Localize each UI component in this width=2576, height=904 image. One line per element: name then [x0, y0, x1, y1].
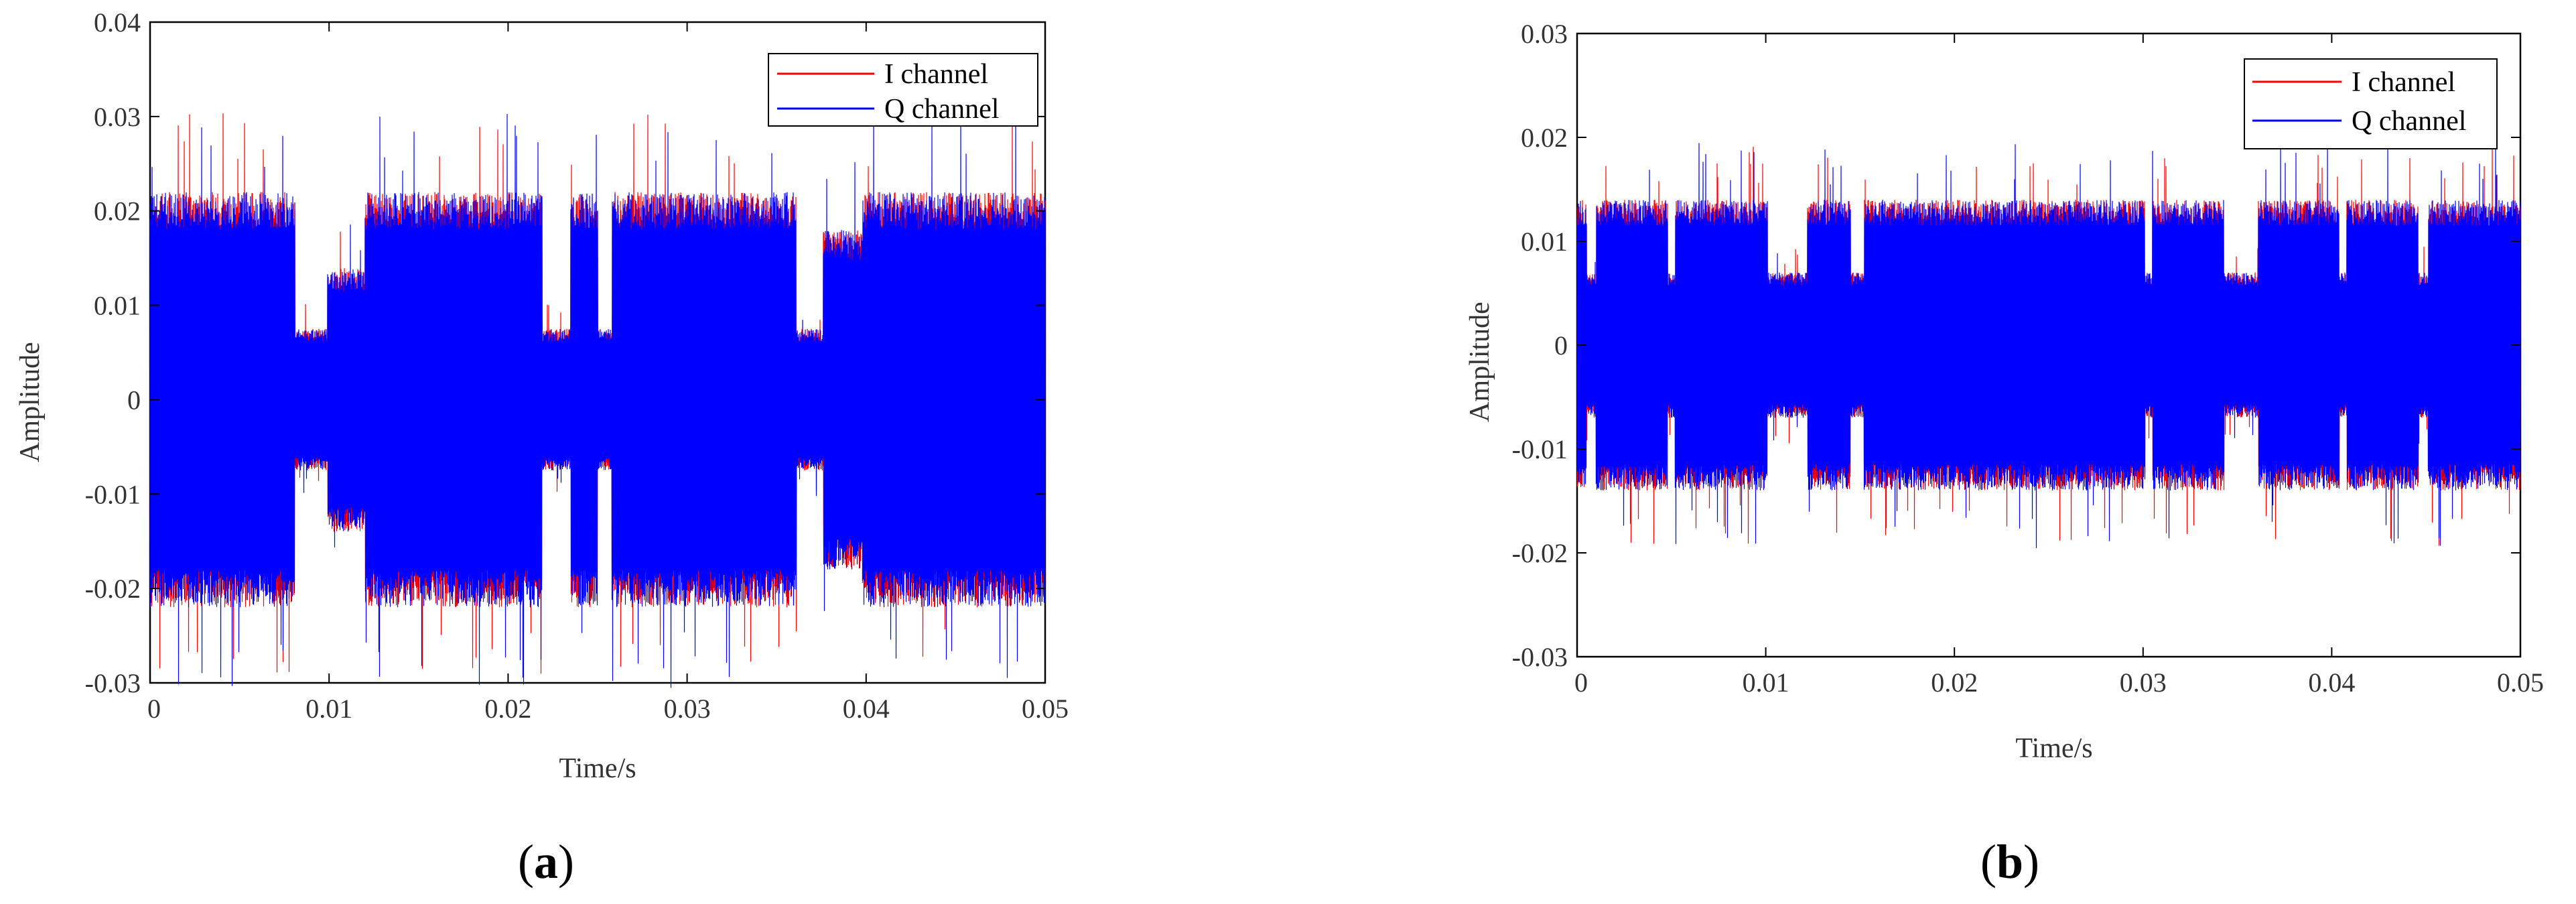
y-tick-label: 0.03: [1521, 19, 1568, 49]
chart-panel-a: 0 0.01 0.02 0.03 0.04 0.05 -0.03 -0.02 -0.01 0 0.…: [15, 7, 1069, 889]
y-tick-label: -0.01: [1512, 434, 1568, 464]
y-tick-label: -0.02: [1512, 538, 1568, 568]
x-ticks-b: 0 0.01 0.02 0.03 0.04 0.05: [1574, 34, 2544, 698]
panel-label-b: (b): [1980, 835, 2039, 889]
y-tick-label: -0.02: [85, 574, 141, 604]
legend-b: I channel Q channel: [2244, 58, 2498, 149]
x-tick-label: 0.04: [843, 694, 890, 724]
q-channel-trace-b: [1576, 143, 2521, 548]
x-tick-label: 0.03: [2120, 667, 2167, 698]
x-tick-label: 0.01: [1743, 667, 1789, 698]
x-tick-label: 0: [147, 694, 161, 724]
y-tick-label: -0.03: [1512, 642, 1568, 672]
y-tick-label: 0: [127, 385, 141, 415]
legend-label-i-a: I channel: [884, 59, 988, 90]
x-tick-label: 0.05: [2497, 667, 2544, 698]
signal-a: [149, 109, 1046, 688]
y-tick-label: 0.02: [94, 196, 141, 227]
legend-a: I channel Q channel: [768, 53, 1038, 127]
chart-panel-b: 0 0.01 0.02 0.03 0.04 0.05 -0.03 -0.02 -0.01 0 0.…: [1465, 19, 2544, 889]
legend-label-i-b: I channel: [2352, 67, 2455, 98]
panel-label-a: (a): [518, 835, 574, 889]
legend-label-q-a: Q channel: [884, 94, 999, 125]
x-axis-label-a: Time/s: [559, 753, 636, 784]
y-tick-label: 0: [1554, 330, 1568, 361]
x-tick-label: 0.05: [1022, 694, 1069, 724]
x-tick-label: 0.02: [1931, 667, 1978, 698]
x-tick-label: 0.03: [664, 694, 711, 724]
x-ticks-a: 0 0.01 0.02 0.03 0.04 0.05: [147, 22, 1069, 724]
y-tick-label: 0.01: [94, 291, 141, 321]
q-channel-trace-a: [149, 109, 1046, 688]
y-tick-label: 0.02: [1521, 123, 1568, 153]
y-ticks-b: -0.03 -0.02 -0.01 0 0.01 0.02 0.03: [1512, 19, 2520, 672]
legend-box-a: [768, 53, 1038, 127]
signal-b: [1576, 143, 2521, 548]
x-axis-label-b: Time/s: [2015, 733, 2092, 764]
y-tick-label: 0.01: [1521, 227, 1568, 257]
y-tick-label: -0.03: [85, 668, 141, 698]
y-axis-label-b: Amplitude: [1465, 302, 1495, 422]
legend-box-b: [2244, 58, 2498, 149]
y-axis-label-a: Amplitude: [15, 342, 46, 462]
y-tick-label: 0.04: [94, 7, 141, 38]
y-tick-label: -0.01: [85, 479, 141, 509]
x-tick-label: 0.01: [306, 694, 352, 724]
y-tick-label: 0.03: [94, 102, 141, 132]
y-ticks-a: -0.03 -0.02 -0.01 0 0.01 0.02 0.03 0.04: [85, 7, 1045, 698]
x-tick-label: 0.04: [2308, 667, 2355, 698]
x-tick-label: 0.02: [484, 694, 531, 724]
x-tick-label: 0: [1574, 667, 1588, 698]
legend-label-q-b: Q channel: [2352, 106, 2466, 137]
